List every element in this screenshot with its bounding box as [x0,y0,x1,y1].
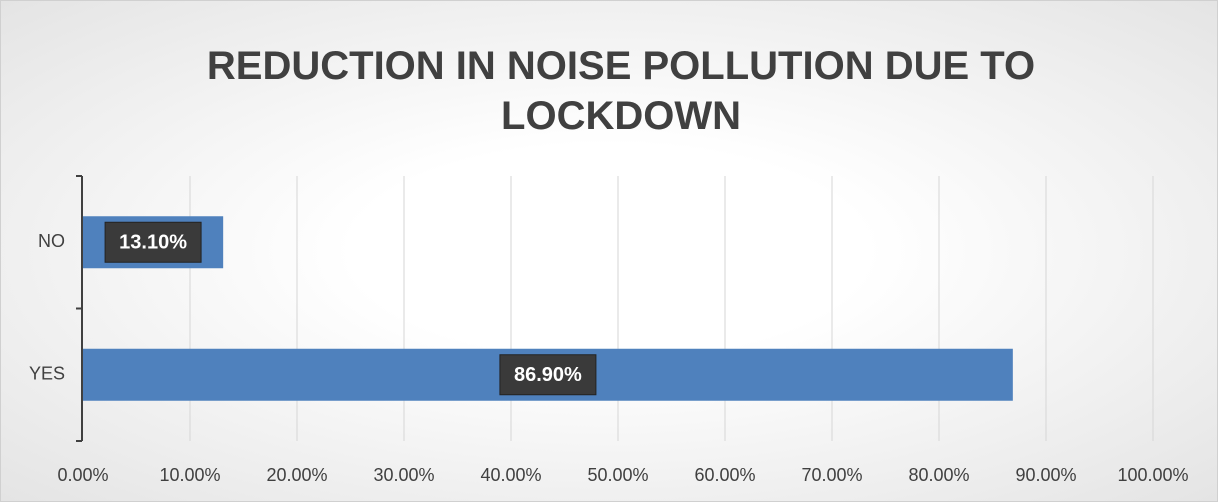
chart-title: REDUCTION IN NOISE POLLUTION DUE TO LOCK… [206,44,1036,138]
x-tick-label: 80.00% [908,465,969,485]
x-tick-label: 70.00% [801,465,862,485]
y-tick-label: YES [29,364,65,384]
x-tick-label: 100.00% [1117,465,1188,485]
x-tick-label: 50.00% [587,465,648,485]
y-tick-label: NO [38,231,65,251]
x-tick-label: 10.00% [159,465,220,485]
data-label-box [104,221,202,263]
x-tick-label: 0.00% [57,465,108,485]
data-label: 13.10% [119,232,187,254]
x-tick-label: 20.00% [266,465,327,485]
x-tick-label: 30.00% [373,465,434,485]
data-label-box [499,354,597,396]
x-tick-label: 60.00% [694,465,755,485]
x-tick-label: 90.00% [1015,465,1076,485]
data-label: 86.90% [514,364,582,386]
x-tick-label: 40.00% [480,465,541,485]
